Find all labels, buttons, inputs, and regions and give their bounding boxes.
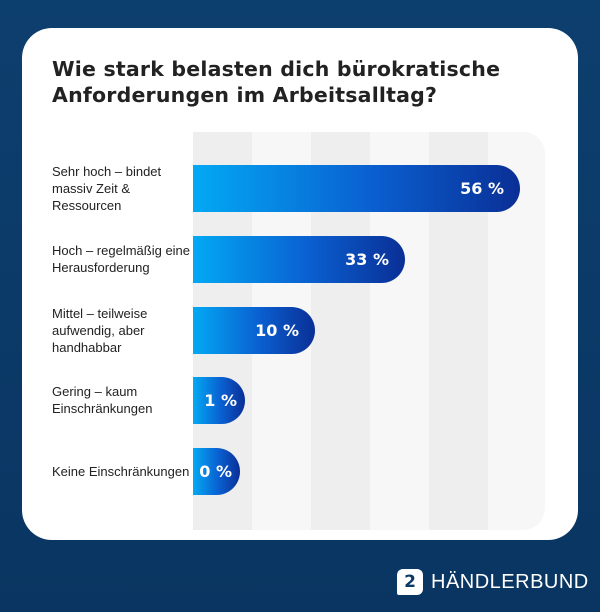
chart-title: Wie stark belasten dich bürokratische An… — [52, 57, 501, 107]
bar: 1 % — [193, 377, 245, 424]
haendlerbund-logo-icon: 2 — [397, 569, 423, 595]
data-label: 33 % — [345, 250, 389, 269]
brand-name: HÄNDLERBUND — [431, 570, 589, 593]
category-label: Sehr hoch – bindet massiv Zeit & Ressour… — [52, 163, 162, 213]
category-label: Hoch – regelmäßig eine Herausforderung — [52, 243, 191, 275]
data-label: 0 % — [199, 462, 232, 481]
category-label: Gering – kaum Einschränkungen — [52, 384, 153, 416]
brand-logo: 2 HÄNDLERBUND — [397, 569, 589, 595]
data-label: 10 % — [255, 321, 299, 340]
bar: 10 % — [193, 307, 315, 354]
bar: 33 % — [193, 236, 405, 283]
category-label: Mittel – teilweise aufwendig, aber handh… — [52, 305, 148, 355]
bar: 0 % — [193, 448, 240, 495]
data-label: 56 % — [460, 179, 504, 198]
data-label: 1 % — [204, 391, 237, 410]
chart-card: Wie stark belasten dich bürokratische An… — [22, 28, 578, 540]
bar: 56 % — [193, 165, 520, 212]
category-label: Keine Einschränkungen — [52, 463, 190, 479]
